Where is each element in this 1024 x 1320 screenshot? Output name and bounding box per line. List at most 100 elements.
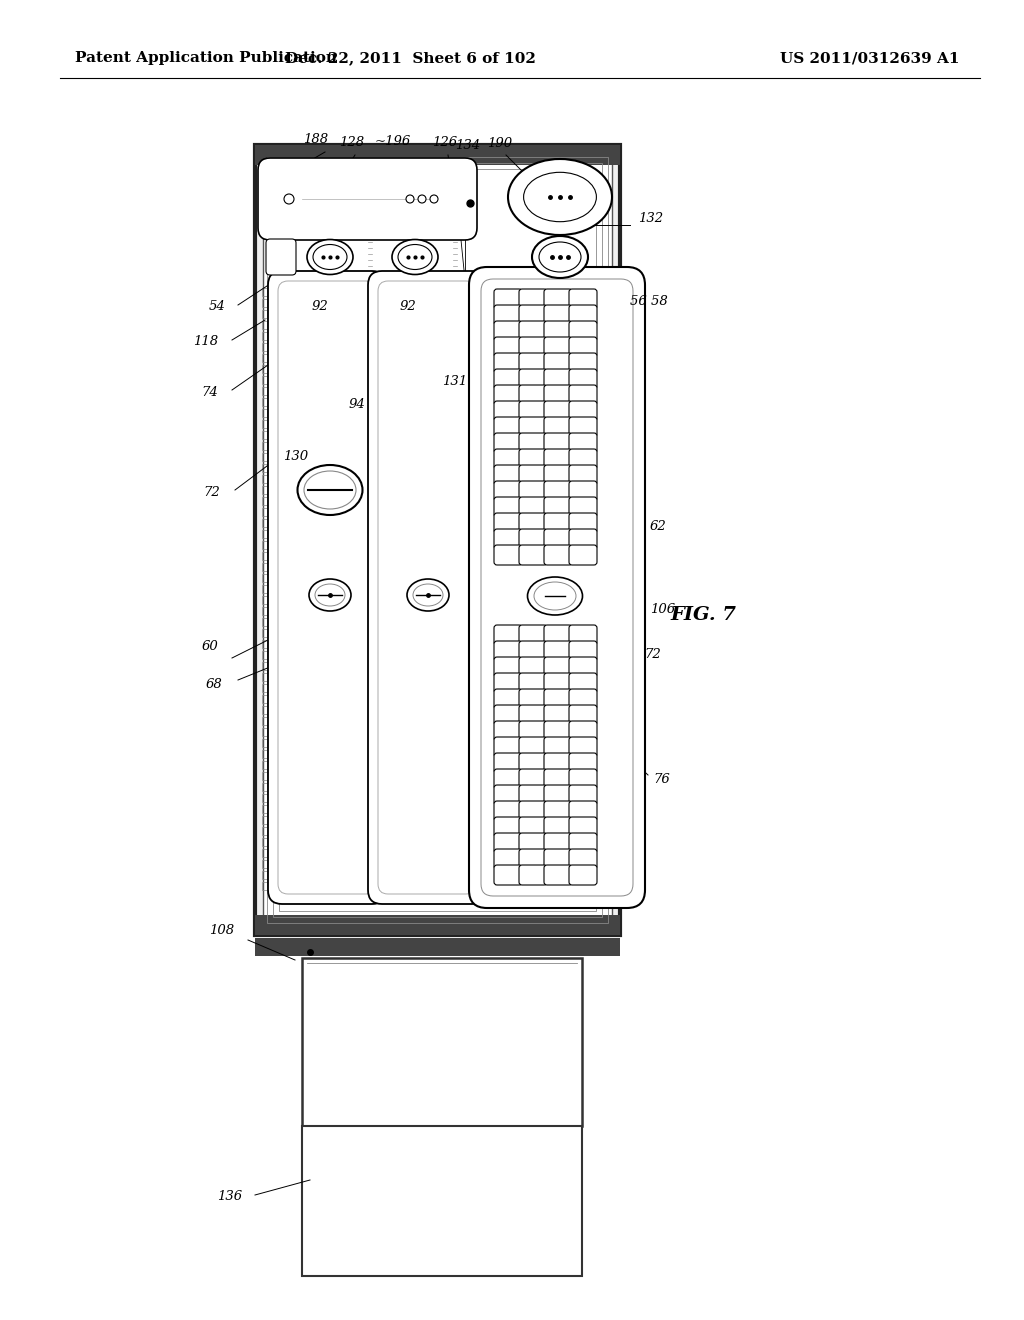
FancyBboxPatch shape bbox=[494, 545, 522, 565]
FancyBboxPatch shape bbox=[519, 480, 547, 502]
Text: 126: 126 bbox=[432, 136, 458, 149]
FancyBboxPatch shape bbox=[494, 305, 522, 325]
FancyBboxPatch shape bbox=[544, 529, 572, 549]
FancyBboxPatch shape bbox=[519, 833, 547, 853]
FancyBboxPatch shape bbox=[569, 352, 597, 374]
FancyBboxPatch shape bbox=[494, 289, 522, 309]
FancyBboxPatch shape bbox=[544, 624, 572, 645]
Bar bbox=[262, 684, 278, 692]
FancyBboxPatch shape bbox=[544, 865, 572, 884]
Bar bbox=[262, 882, 278, 890]
FancyBboxPatch shape bbox=[519, 417, 547, 437]
Bar bbox=[262, 376, 278, 384]
Text: 128: 128 bbox=[339, 136, 365, 149]
FancyBboxPatch shape bbox=[519, 385, 547, 405]
FancyBboxPatch shape bbox=[494, 352, 522, 374]
Text: FIG. 7: FIG. 7 bbox=[670, 606, 736, 624]
Bar bbox=[262, 640, 278, 648]
Bar bbox=[302, 958, 582, 1126]
FancyBboxPatch shape bbox=[494, 401, 522, 421]
FancyBboxPatch shape bbox=[494, 721, 522, 741]
FancyBboxPatch shape bbox=[544, 289, 572, 309]
Ellipse shape bbox=[304, 471, 356, 510]
FancyBboxPatch shape bbox=[519, 449, 547, 469]
Ellipse shape bbox=[523, 173, 596, 222]
FancyBboxPatch shape bbox=[494, 433, 522, 453]
Ellipse shape bbox=[313, 244, 347, 269]
FancyBboxPatch shape bbox=[544, 801, 572, 821]
FancyBboxPatch shape bbox=[544, 321, 572, 341]
Ellipse shape bbox=[315, 583, 345, 606]
FancyBboxPatch shape bbox=[266, 239, 296, 275]
Bar bbox=[262, 343, 278, 351]
FancyBboxPatch shape bbox=[519, 752, 547, 774]
FancyBboxPatch shape bbox=[569, 305, 597, 325]
FancyBboxPatch shape bbox=[519, 785, 547, 805]
Bar bbox=[262, 442, 278, 450]
Bar bbox=[255, 915, 620, 935]
FancyBboxPatch shape bbox=[569, 817, 597, 837]
FancyBboxPatch shape bbox=[494, 849, 522, 869]
FancyBboxPatch shape bbox=[519, 817, 547, 837]
FancyBboxPatch shape bbox=[569, 465, 597, 484]
Text: Dec. 22, 2011  Sheet 6 of 102: Dec. 22, 2011 Sheet 6 of 102 bbox=[285, 51, 536, 65]
FancyBboxPatch shape bbox=[494, 801, 522, 821]
FancyBboxPatch shape bbox=[569, 370, 597, 389]
FancyBboxPatch shape bbox=[569, 321, 597, 341]
Text: 62: 62 bbox=[650, 520, 667, 533]
Bar bbox=[255, 145, 620, 935]
FancyBboxPatch shape bbox=[569, 801, 597, 821]
FancyBboxPatch shape bbox=[494, 449, 522, 469]
Text: 76: 76 bbox=[653, 774, 670, 785]
FancyBboxPatch shape bbox=[544, 480, 572, 502]
FancyBboxPatch shape bbox=[519, 513, 547, 533]
Bar bbox=[262, 585, 278, 593]
Text: Patent Application Publication: Patent Application Publication bbox=[75, 51, 337, 65]
Bar bbox=[262, 651, 278, 659]
FancyBboxPatch shape bbox=[544, 737, 572, 756]
Bar bbox=[262, 288, 278, 296]
Bar bbox=[262, 871, 278, 879]
Text: 136: 136 bbox=[217, 1191, 242, 1203]
FancyBboxPatch shape bbox=[544, 770, 572, 789]
Bar bbox=[262, 750, 278, 758]
Bar bbox=[262, 762, 278, 770]
FancyBboxPatch shape bbox=[544, 417, 572, 437]
FancyBboxPatch shape bbox=[494, 642, 522, 661]
Circle shape bbox=[418, 195, 426, 203]
FancyBboxPatch shape bbox=[481, 279, 633, 896]
Bar bbox=[255, 939, 620, 956]
FancyBboxPatch shape bbox=[494, 673, 522, 693]
FancyBboxPatch shape bbox=[569, 449, 597, 469]
Bar bbox=[262, 300, 278, 308]
Bar bbox=[262, 564, 278, 572]
FancyBboxPatch shape bbox=[569, 833, 597, 853]
FancyBboxPatch shape bbox=[519, 849, 547, 869]
FancyBboxPatch shape bbox=[544, 817, 572, 837]
Bar bbox=[262, 333, 278, 341]
Text: US 2011/0312639 A1: US 2011/0312639 A1 bbox=[780, 51, 959, 65]
FancyBboxPatch shape bbox=[569, 529, 597, 549]
FancyBboxPatch shape bbox=[494, 833, 522, 853]
Bar bbox=[262, 420, 278, 428]
Ellipse shape bbox=[392, 239, 438, 275]
Text: 60: 60 bbox=[202, 640, 218, 653]
FancyBboxPatch shape bbox=[494, 370, 522, 389]
FancyBboxPatch shape bbox=[569, 417, 597, 437]
FancyBboxPatch shape bbox=[544, 305, 572, 325]
Text: 118: 118 bbox=[193, 335, 218, 348]
Bar bbox=[262, 772, 278, 780]
FancyBboxPatch shape bbox=[544, 370, 572, 389]
FancyBboxPatch shape bbox=[569, 289, 597, 309]
Bar bbox=[262, 508, 278, 516]
FancyBboxPatch shape bbox=[544, 545, 572, 565]
Bar bbox=[262, 706, 278, 714]
FancyBboxPatch shape bbox=[519, 433, 547, 453]
FancyBboxPatch shape bbox=[544, 689, 572, 709]
Bar bbox=[262, 805, 278, 813]
Text: 56 58: 56 58 bbox=[630, 294, 668, 308]
Ellipse shape bbox=[413, 583, 443, 606]
Bar bbox=[262, 409, 278, 417]
FancyBboxPatch shape bbox=[569, 865, 597, 884]
FancyBboxPatch shape bbox=[569, 545, 597, 565]
